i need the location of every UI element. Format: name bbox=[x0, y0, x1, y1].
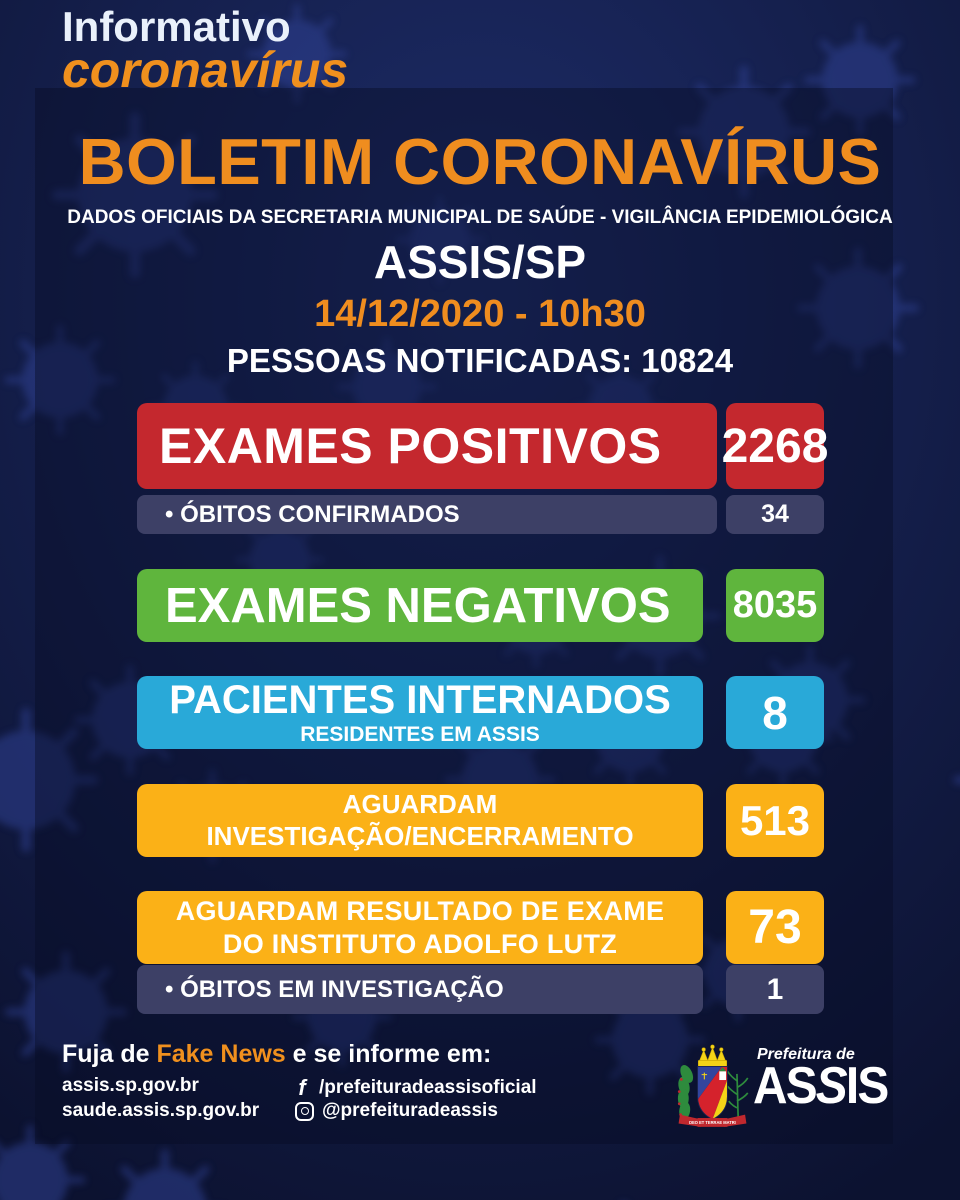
svg-text:DEO ET TERRAE MATRI: DEO ET TERRAE MATRI bbox=[689, 1120, 736, 1125]
